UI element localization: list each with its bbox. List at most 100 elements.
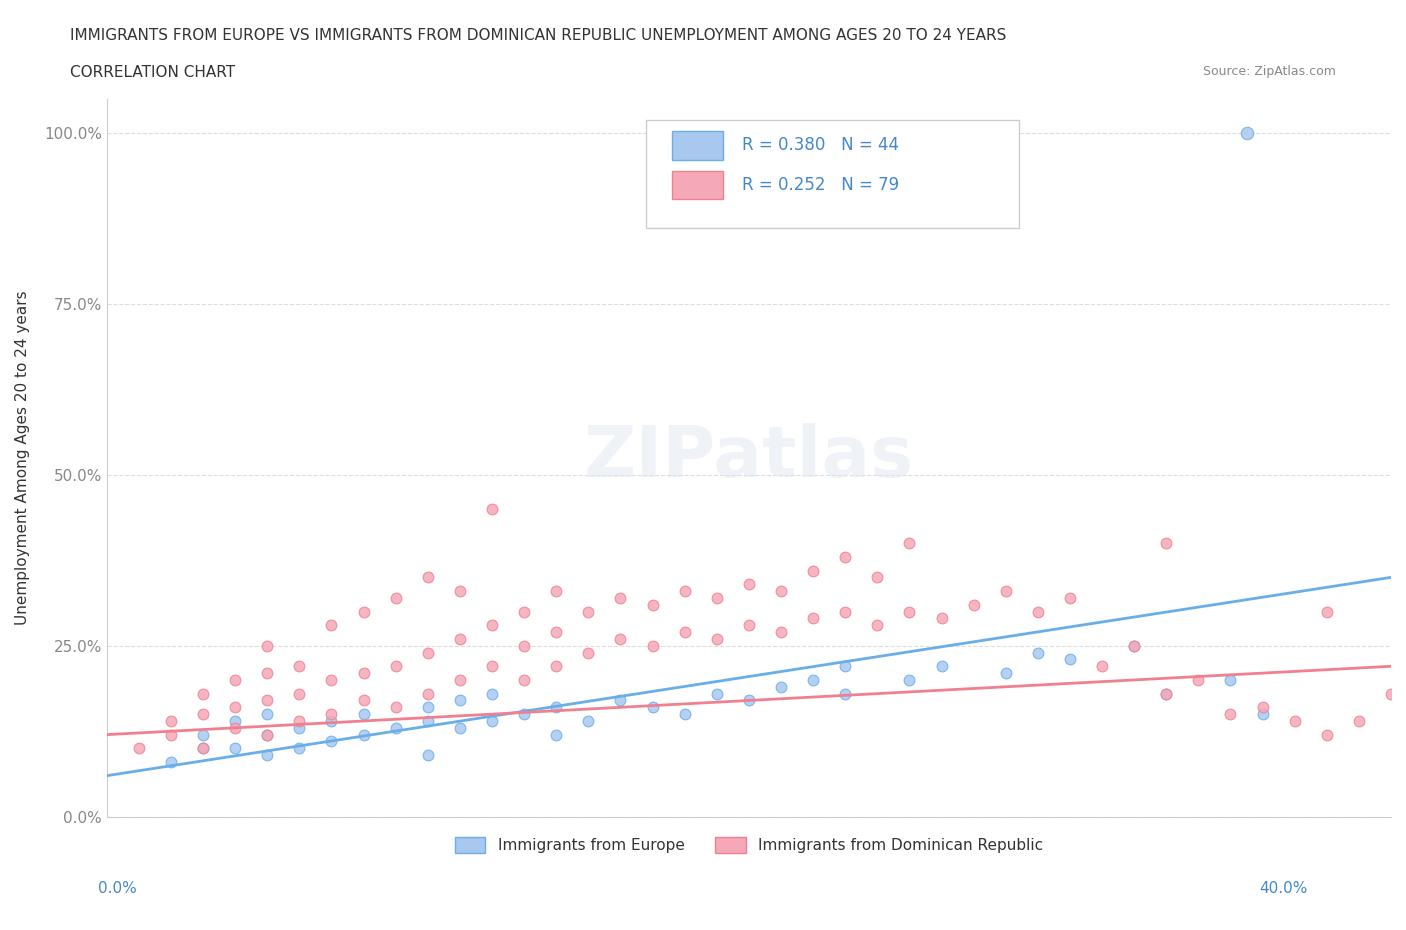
Point: [769, 584, 792, 599]
Point: [449, 631, 471, 646]
Point: [384, 591, 406, 605]
Point: [353, 727, 375, 742]
Point: [1284, 713, 1306, 728]
Point: [449, 584, 471, 599]
Point: [353, 693, 375, 708]
Point: [481, 686, 503, 701]
Text: R = 0.252   N = 79: R = 0.252 N = 79: [742, 176, 900, 193]
Point: [416, 570, 439, 585]
Point: [673, 625, 696, 640]
Point: [449, 721, 471, 736]
Point: [513, 604, 536, 619]
Point: [1219, 707, 1241, 722]
Point: [416, 645, 439, 660]
Text: ZIPatlas: ZIPatlas: [583, 423, 914, 492]
Point: [931, 611, 953, 626]
Point: [546, 700, 568, 715]
Point: [994, 584, 1017, 599]
FancyBboxPatch shape: [647, 120, 1018, 228]
Point: [801, 611, 824, 626]
Point: [738, 618, 761, 632]
Point: [321, 734, 343, 749]
Point: [738, 577, 761, 591]
Point: [931, 658, 953, 673]
Text: R = 0.380   N = 44: R = 0.380 N = 44: [742, 137, 900, 154]
Point: [546, 584, 568, 599]
Point: [706, 591, 728, 605]
Point: [416, 713, 439, 728]
Point: [898, 604, 921, 619]
Point: [1251, 700, 1274, 715]
Point: [706, 631, 728, 646]
Point: [513, 672, 536, 687]
Point: [256, 693, 278, 708]
Point: [1026, 604, 1049, 619]
Point: [801, 563, 824, 578]
Point: [1379, 686, 1402, 701]
Point: [576, 713, 599, 728]
Point: [384, 658, 406, 673]
Point: [1316, 604, 1339, 619]
Point: [384, 700, 406, 715]
Point: [769, 679, 792, 694]
Bar: [672, 131, 723, 160]
Point: [416, 686, 439, 701]
Point: [866, 618, 889, 632]
Point: [353, 666, 375, 681]
Point: [546, 727, 568, 742]
Point: [1091, 658, 1114, 673]
Point: [834, 604, 856, 619]
Point: [769, 625, 792, 640]
Point: [288, 721, 311, 736]
Point: [641, 638, 664, 653]
Point: [1059, 652, 1081, 667]
Point: [128, 741, 150, 756]
Point: [898, 536, 921, 551]
Point: [1251, 707, 1274, 722]
Text: Source: ZipAtlas.com: Source: ZipAtlas.com: [1202, 65, 1336, 78]
Point: [449, 672, 471, 687]
Point: [191, 741, 214, 756]
Point: [609, 631, 631, 646]
Point: [288, 741, 311, 756]
Point: [416, 700, 439, 715]
Point: [1219, 672, 1241, 687]
Point: [384, 721, 406, 736]
Point: [1187, 672, 1209, 687]
Point: [288, 686, 311, 701]
Point: [321, 618, 343, 632]
Point: [576, 645, 599, 660]
Point: [481, 713, 503, 728]
Text: 40.0%: 40.0%: [1260, 881, 1308, 896]
Point: [481, 658, 503, 673]
Point: [641, 597, 664, 612]
Point: [898, 672, 921, 687]
Point: [513, 707, 536, 722]
Text: CORRELATION CHART: CORRELATION CHART: [70, 65, 235, 80]
Point: [546, 658, 568, 673]
Point: [224, 721, 246, 736]
Point: [1059, 591, 1081, 605]
Point: [256, 727, 278, 742]
Point: [801, 672, 824, 687]
Legend: Immigrants from Europe, Immigrants from Dominican Republic: Immigrants from Europe, Immigrants from …: [449, 831, 1049, 859]
Point: [834, 658, 856, 673]
Text: IMMIGRANTS FROM EUROPE VS IMMIGRANTS FROM DOMINICAN REPUBLIC UNEMPLOYMENT AMONG : IMMIGRANTS FROM EUROPE VS IMMIGRANTS FRO…: [70, 28, 1007, 43]
Point: [191, 707, 214, 722]
Point: [673, 584, 696, 599]
Point: [449, 693, 471, 708]
Point: [994, 666, 1017, 681]
Point: [353, 604, 375, 619]
Point: [288, 658, 311, 673]
Point: [224, 672, 246, 687]
Point: [546, 625, 568, 640]
Point: [321, 713, 343, 728]
Point: [481, 618, 503, 632]
Point: [1026, 645, 1049, 660]
Point: [353, 707, 375, 722]
Point: [256, 666, 278, 681]
Point: [321, 707, 343, 722]
Point: [834, 550, 856, 565]
Point: [1154, 536, 1177, 551]
Bar: [672, 170, 723, 199]
